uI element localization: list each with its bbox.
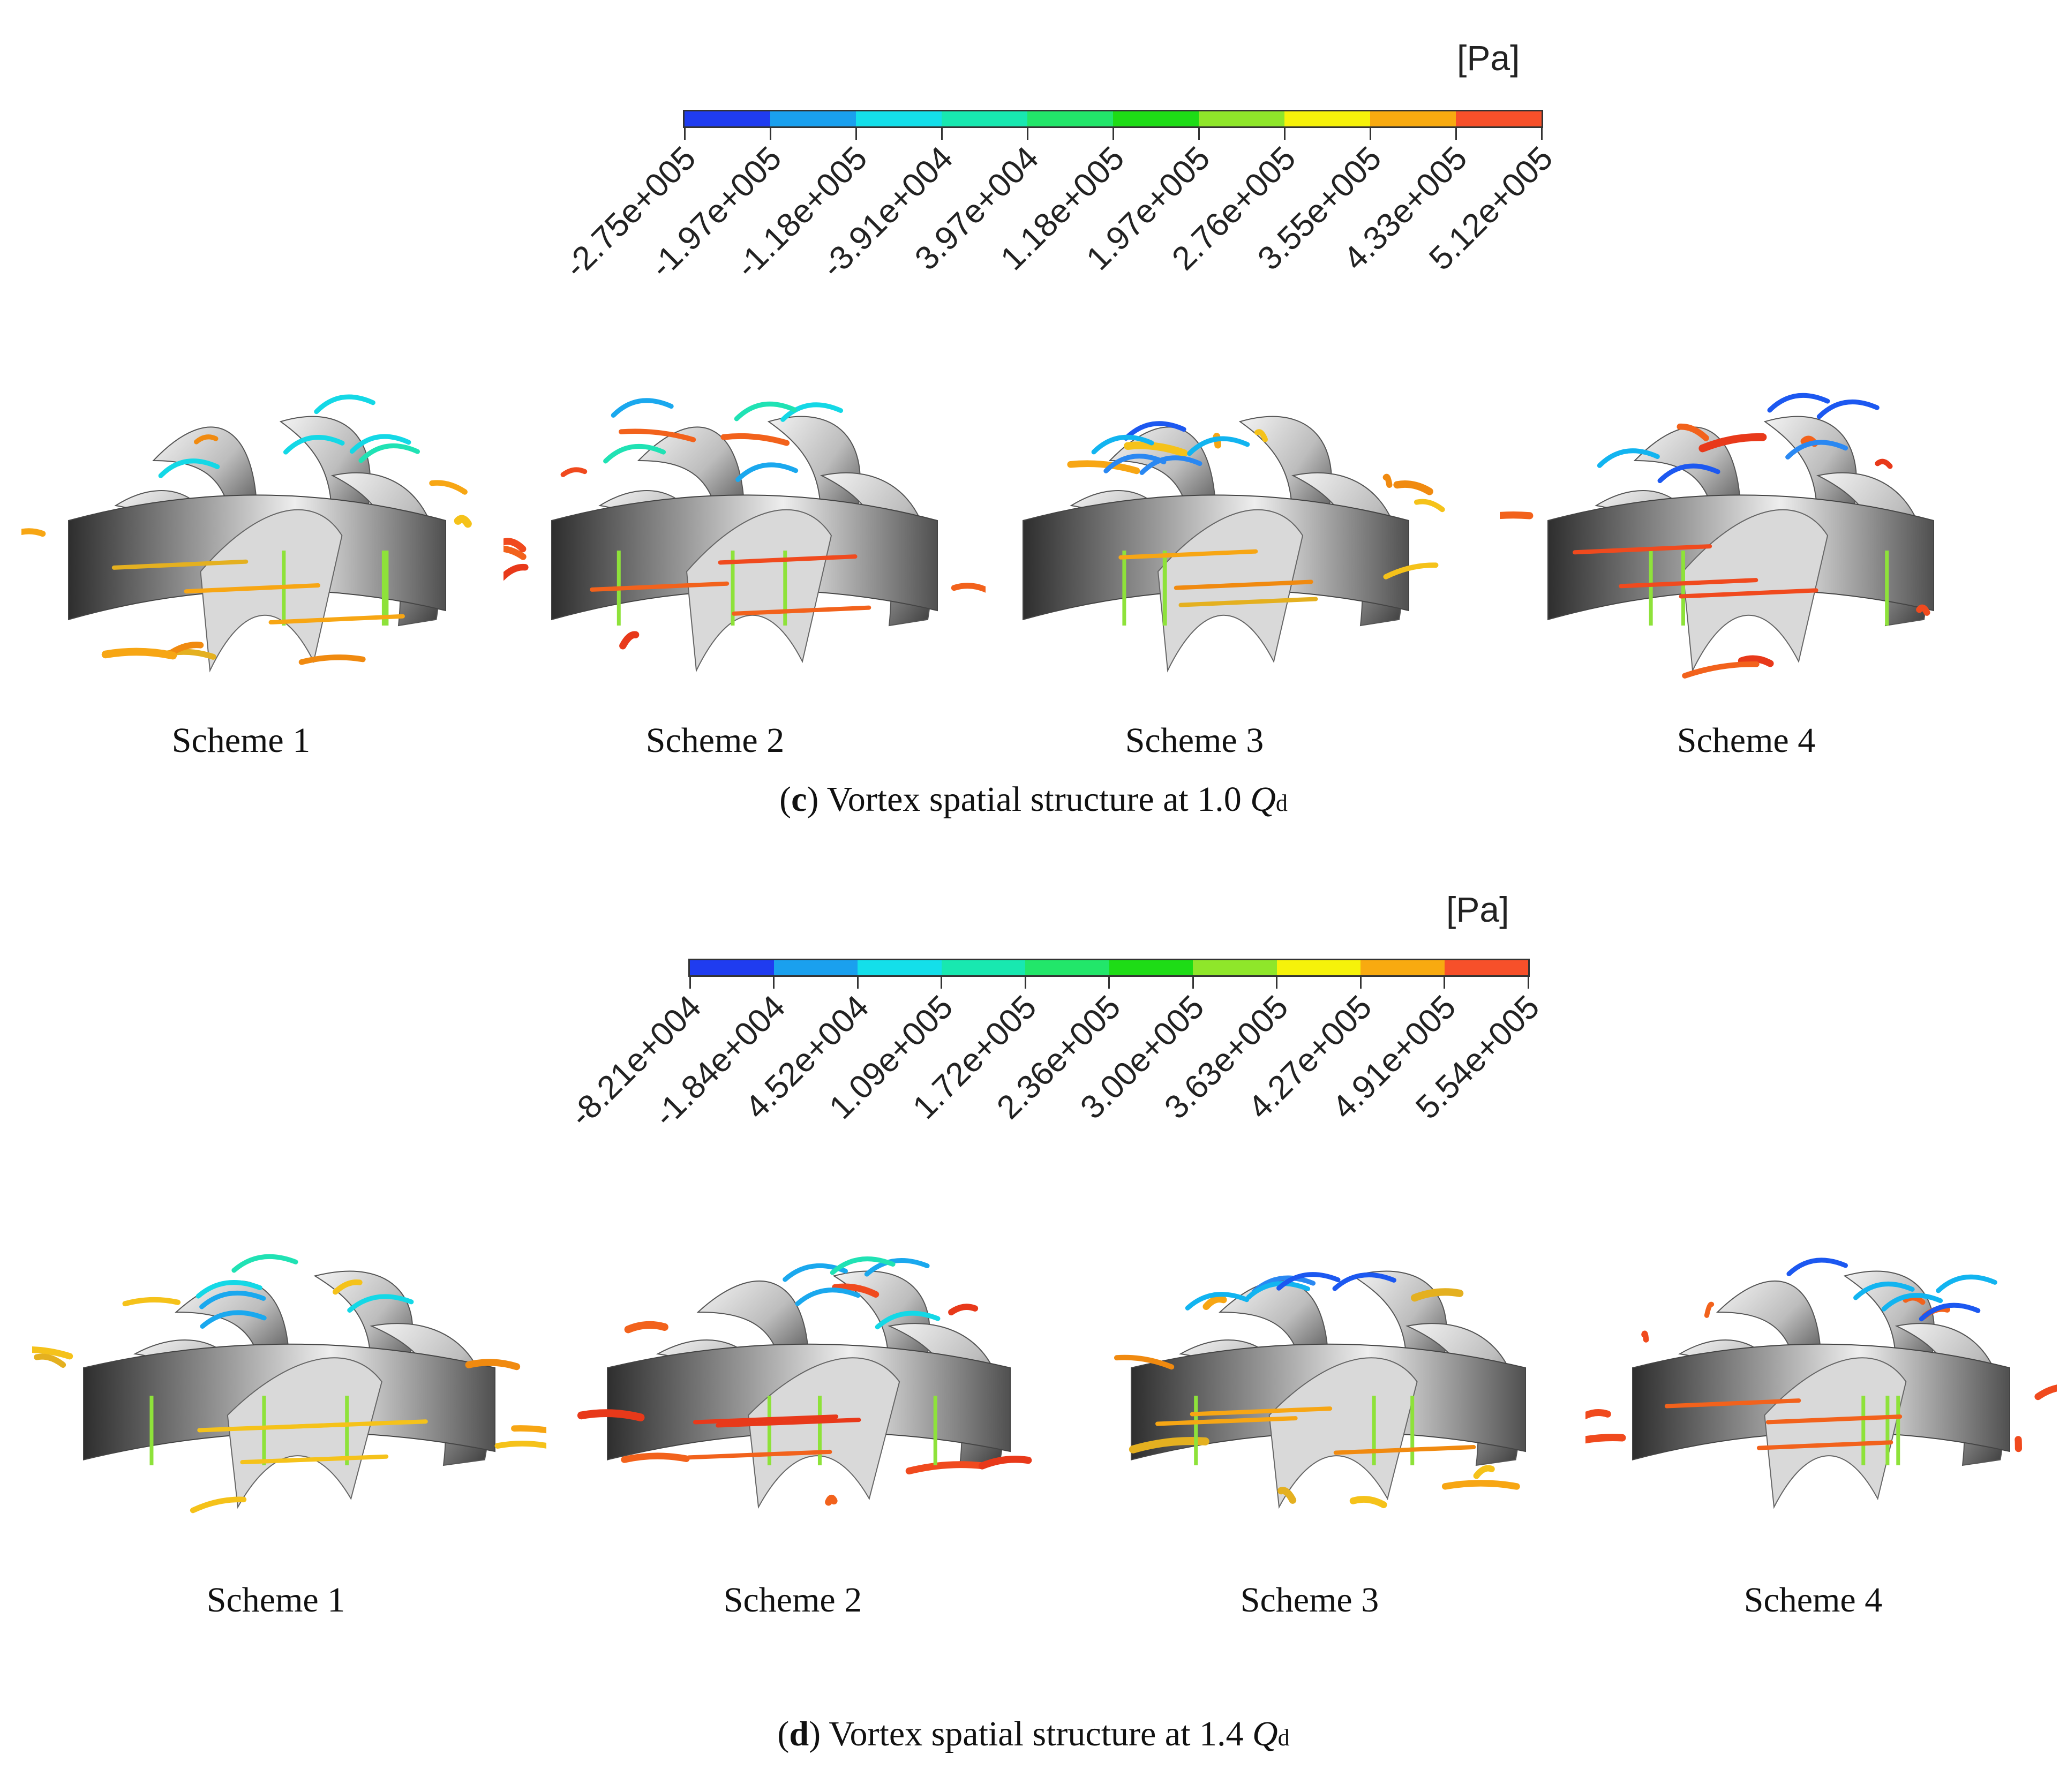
impeller-render: [7, 1254, 585, 1514]
colorbar-tick: [941, 128, 943, 140]
colorbar-segment: [1284, 111, 1370, 126]
colorbar-tick: [1024, 977, 1026, 989]
impeller-scheme-1: [7, 1243, 585, 1521]
caption-sub: d: [1277, 1725, 1290, 1751]
colorbar-segment: [1361, 960, 1445, 975]
colorbar-segment: [685, 111, 770, 126]
impeller-render: [490, 398, 990, 673]
colorbar-tick: [683, 128, 686, 140]
colorbar-segment: [690, 960, 774, 975]
colorbar-tick: [1276, 977, 1277, 989]
colorbar-tick: [1283, 128, 1286, 140]
colorbar-segment: [1456, 111, 1542, 126]
colorbar-tick: [1198, 128, 1200, 140]
impeller-render: [1456, 393, 1934, 679]
colorbar-tick: [1112, 128, 1114, 140]
colorbar-segment: [942, 111, 1027, 126]
impeller-scheme-1: [8, 386, 493, 686]
colorbar-tick: [1192, 977, 1194, 989]
colorbar-tick: [689, 977, 691, 989]
impeller-render: [577, 1256, 1032, 1509]
colorbar-segment: [1199, 111, 1284, 126]
impeller-render: [1114, 1270, 1526, 1509]
scheme-1-label: Scheme 1: [206, 1580, 345, 1620]
panel-c: [Pa] -2.75e+005 -1.97e+005 -1.18e+005 -3.91…: [0, 0, 2067, 878]
colorbar-segment: [856, 111, 942, 126]
colorbar: [683, 110, 1543, 128]
panel-d-caption: (d) Vortex spatial structure at 1.4 Qd: [777, 1714, 1290, 1753]
colorbar-tick: [941, 977, 942, 989]
colorbar-segment: [1193, 960, 1277, 975]
colorbar-tick: [769, 128, 771, 140]
impeller-scheme-3: [1082, 1243, 1575, 1521]
colorbar-unit: [Pa]: [1457, 38, 1520, 78]
colorbar-tick: [1359, 977, 1362, 989]
colorbar-unit: [Pa]: [1446, 890, 1509, 929]
impeller-scheme-4: [1553, 1243, 2067, 1521]
colorbar-segment: [1444, 960, 1528, 975]
caption-text: Vortex spatial structure at 1.4: [829, 1714, 1244, 1753]
colorbar-segment: [773, 960, 858, 975]
colorbar-tick: [1369, 128, 1371, 140]
impeller-render: [1023, 416, 1445, 673]
caption-sub: d: [1275, 790, 1288, 816]
scheme-4-label: Scheme 4: [1743, 1580, 1883, 1620]
impeller-scheme-4: [1456, 386, 1982, 686]
impeller-render: [1553, 1258, 2067, 1509]
colorbar: [688, 959, 1530, 977]
colorbar-segment: [1025, 960, 1109, 975]
scheme-3-label: Scheme 3: [1125, 721, 1264, 760]
colorbar-tick: [855, 128, 857, 140]
scheme-2-label: Scheme 2: [723, 1580, 862, 1620]
colorbar-segment: [1113, 111, 1199, 126]
colorbar-tick: [1455, 128, 1457, 140]
colorbar-tick: [1026, 128, 1028, 140]
scheme-1-label: Scheme 1: [171, 721, 311, 760]
impeller-render: [8, 394, 472, 673]
caption-q: Q: [1250, 780, 1276, 819]
caption-q: Q: [1252, 1714, 1278, 1753]
colorbar-tick: [1108, 977, 1110, 989]
colorbar-tick: [1527, 977, 1529, 989]
colorbar-segment: [1109, 960, 1193, 975]
impeller-scheme-2: [490, 386, 990, 686]
caption-text: Vortex spatial structure at 1.0: [826, 780, 1242, 819]
panel-c-caption: (c) Vortex spatial structure at 1.0 Qd: [779, 780, 1288, 819]
caption-letter: d: [789, 1714, 809, 1753]
colorbar-segment: [1276, 960, 1361, 975]
colorbar-tick: [1540, 128, 1543, 140]
colorbar-tick: [856, 977, 859, 989]
impeller-scheme-3: [975, 386, 1457, 686]
colorbar-tick: [773, 977, 775, 989]
colorbar-segment: [1027, 111, 1113, 126]
colorbar-segment: [770, 111, 856, 126]
colorbar-segment: [941, 960, 1025, 975]
scheme-3-label: Scheme 3: [1240, 1580, 1379, 1620]
colorbar-segment: [1370, 111, 1456, 126]
caption-letter: c: [791, 780, 807, 819]
scheme-2-label: Scheme 2: [645, 721, 785, 760]
panel-d: [Pa] -8.21e+004 -1.84e+004 4.52e+004 1.09e+…: [0, 878, 2067, 1792]
scheme-4-label: Scheme 4: [1677, 721, 1816, 760]
impeller-scheme-2: [557, 1243, 1061, 1521]
colorbar-tick: [1444, 977, 1445, 989]
colorbar-segment: [858, 960, 942, 975]
